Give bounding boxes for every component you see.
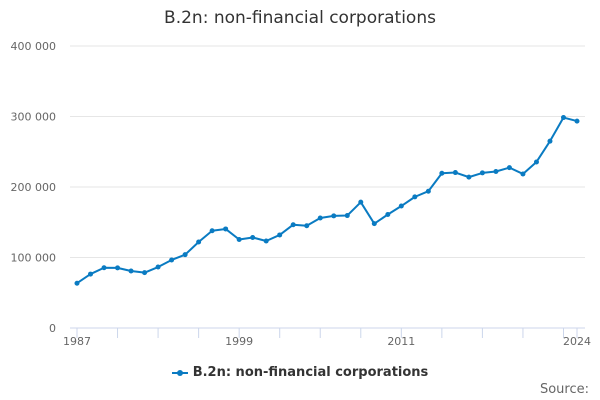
- data-point: [533, 159, 539, 165]
- data-point: [182, 252, 188, 258]
- data-point: [223, 226, 229, 232]
- data-point: [304, 223, 310, 229]
- data-point: [452, 170, 458, 176]
- data-point: [169, 257, 175, 263]
- data-point: [128, 268, 134, 274]
- data-point: [88, 271, 94, 277]
- data-point: [277, 232, 283, 238]
- data-point: [520, 171, 526, 177]
- data-point: [196, 239, 202, 245]
- x-tick-label: 1987: [63, 335, 91, 348]
- data-point: [74, 280, 80, 286]
- data-point: [425, 188, 431, 194]
- data-point: [398, 203, 404, 209]
- data-point: [574, 118, 580, 124]
- legend-item[interactable]: B.2n: non-financial corporations: [0, 365, 600, 380]
- data-point: [209, 228, 215, 234]
- y-tick-label: 200 000: [11, 181, 57, 194]
- data-point: [493, 168, 499, 174]
- y-tick-label: 0: [49, 322, 56, 335]
- data-point: [155, 264, 161, 270]
- data-point: [250, 234, 256, 240]
- legend-label: B.2n: non-financial corporations: [192, 365, 429, 380]
- source-label: Source:: [539, 382, 589, 397]
- data-point: [506, 165, 512, 171]
- data-point: [101, 265, 107, 271]
- data-point: [290, 222, 296, 228]
- data-point: [466, 174, 472, 180]
- data-point: [236, 237, 242, 243]
- data-point: [547, 138, 553, 144]
- data-point: [142, 270, 148, 276]
- x-tick-label: 1999: [225, 335, 253, 348]
- chart-title: B.2n: non-financial corporations: [164, 8, 436, 28]
- y-tick-label: 100 000: [11, 252, 57, 265]
- data-point: [479, 170, 485, 176]
- x-tick-label: 2024: [563, 335, 591, 348]
- data-point: [371, 221, 377, 227]
- x-tick-label: 2011: [387, 335, 415, 348]
- data-point: [439, 170, 445, 176]
- data-point: [358, 199, 364, 205]
- series-line: [76, 116, 578, 285]
- data-point: [317, 215, 323, 221]
- data-point: [331, 213, 337, 219]
- legend-swatch: [171, 369, 188, 376]
- data-point: [344, 213, 350, 219]
- data-point: [385, 211, 391, 217]
- data-point: [263, 238, 269, 244]
- y-tick-label: 300 000: [11, 111, 57, 124]
- y-tick-label: 400 000: [11, 40, 57, 53]
- data-point: [560, 115, 566, 121]
- data-point: [115, 265, 121, 271]
- data-point: [412, 194, 418, 200]
